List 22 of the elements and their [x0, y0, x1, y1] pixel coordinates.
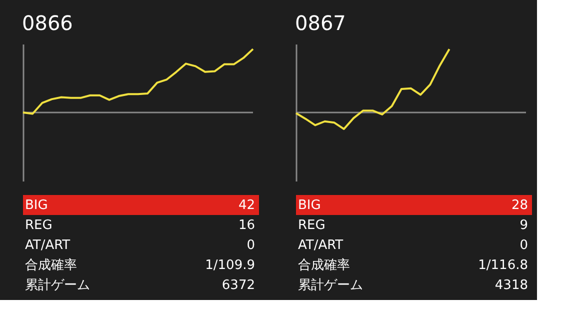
text: 6372	[222, 278, 255, 293]
chart-title: 0866	[22, 11, 73, 35]
category-label: AT/ART	[298, 238, 344, 253]
category-label: AT/ART	[25, 238, 70, 253]
text: 4318	[494, 278, 528, 293]
category-label: REG	[298, 218, 326, 233]
text: 0	[246, 238, 255, 253]
text: 1/109.9	[205, 258, 255, 273]
category-label: BIG	[25, 198, 48, 213]
text: 42	[238, 198, 255, 213]
text: 16	[238, 218, 255, 233]
category-label: 合成確率	[298, 257, 350, 273]
category-label: 累計ゲーム	[298, 278, 363, 293]
text: 28	[511, 198, 528, 213]
text: 0	[520, 238, 528, 253]
category-label: BIG	[298, 198, 321, 213]
category-label: REG	[25, 218, 52, 233]
text: 1/116.8	[478, 258, 528, 273]
category-label: 合成確率	[25, 257, 77, 273]
chart-title: 0867	[295, 11, 346, 35]
text: 9	[520, 218, 528, 233]
category-label: 累計ゲーム	[25, 278, 90, 293]
